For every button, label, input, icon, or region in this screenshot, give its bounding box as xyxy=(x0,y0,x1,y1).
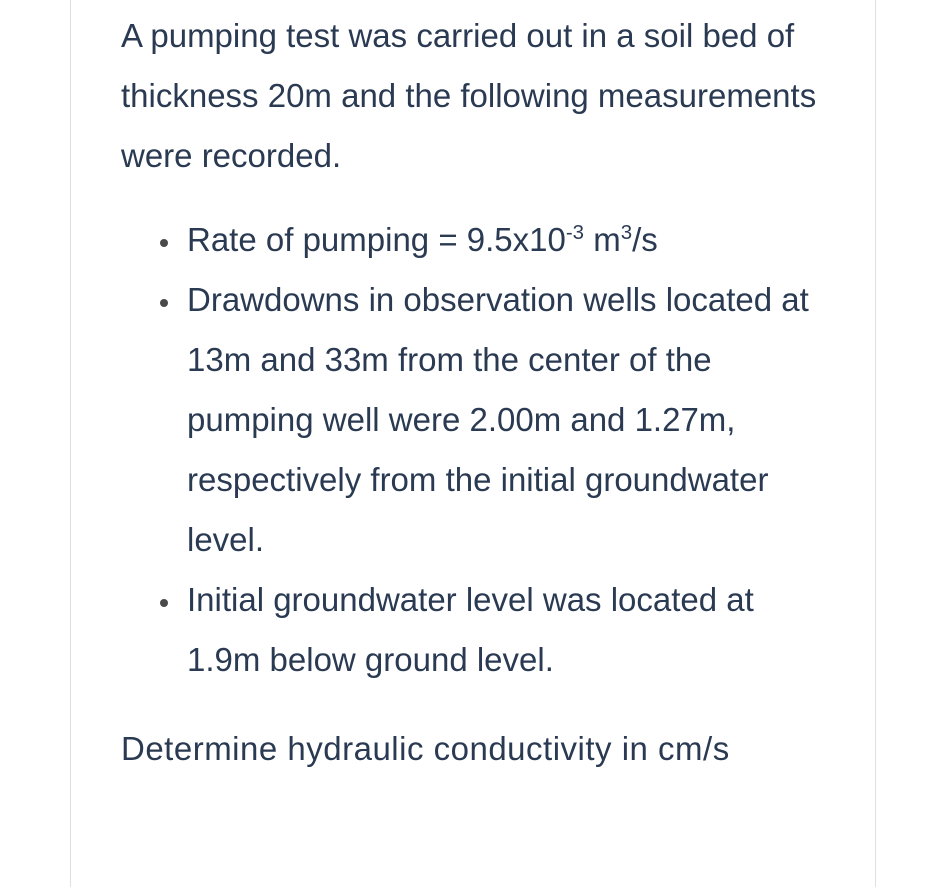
rate-of-pumping-pre: Rate of pumping = 9.5x10 xyxy=(187,221,566,258)
list-item: Drawdowns in observation wells located a… xyxy=(183,270,825,570)
rate-of-pumping-post: /s xyxy=(632,221,658,258)
intro-paragraph: A pumping test was carried out in a soil… xyxy=(121,6,825,186)
measurements-list: Rate of pumping = 9.5x10-3 m3/s Drawdown… xyxy=(121,210,825,690)
page: A pumping test was carried out in a soil… xyxy=(0,0,946,887)
exponent-neg3: -3 xyxy=(566,221,584,244)
list-item: Initial groundwater level was located at… xyxy=(183,570,825,690)
rate-of-pumping-mid: m xyxy=(584,221,621,258)
question-text: Determine hydraulic conductivity in cm/s xyxy=(121,719,825,779)
exponent-3: 3 xyxy=(621,221,632,244)
problem-card: A pumping test was carried out in a soil… xyxy=(70,0,876,887)
list-item: Rate of pumping = 9.5x10-3 m3/s xyxy=(183,210,825,270)
